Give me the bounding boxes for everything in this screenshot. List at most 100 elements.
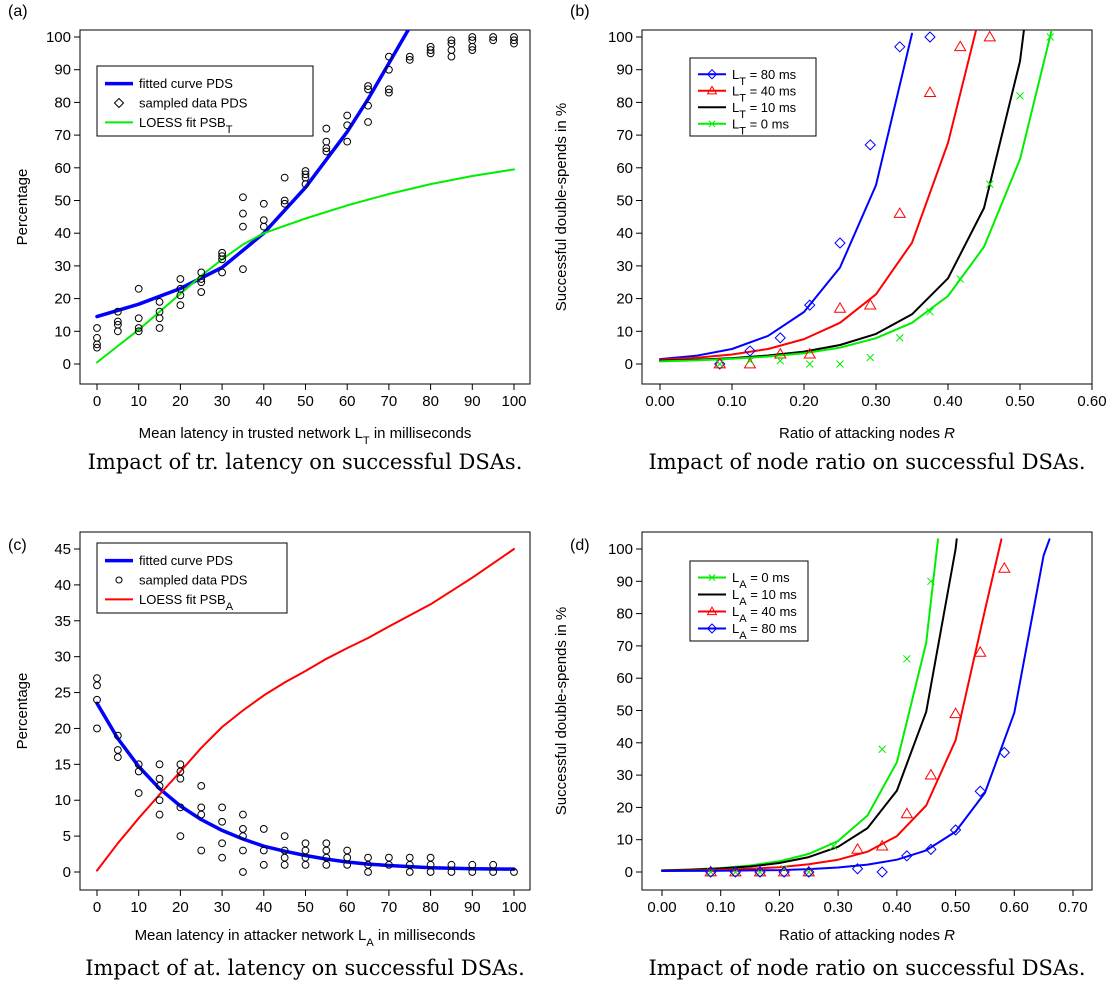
data-point bbox=[259, 846, 268, 855]
data-point bbox=[426, 853, 435, 862]
legend-label-subscript: A bbox=[739, 630, 747, 642]
legend-label-main: L bbox=[732, 604, 739, 619]
data-point bbox=[134, 284, 143, 293]
data-point bbox=[197, 278, 206, 287]
data-point bbox=[155, 297, 164, 306]
x-tick-label: 0 bbox=[93, 899, 101, 916]
x-tick-label: 0.10 bbox=[717, 393, 746, 410]
x-tick-label: 0.50 bbox=[941, 899, 970, 916]
x-tick-label: 20 bbox=[172, 393, 189, 410]
data-point bbox=[239, 868, 247, 876]
y-tick-label: 80 bbox=[616, 94, 633, 111]
data-point bbox=[729, 866, 742, 878]
legend-label-tail: = 40 ms bbox=[746, 83, 797, 98]
data-point bbox=[778, 866, 790, 878]
data-point bbox=[447, 860, 456, 869]
x-axis-label-main: Ratio of attacking nodes bbox=[779, 927, 944, 944]
data-point bbox=[218, 817, 227, 826]
x-tick-label: 60 bbox=[339, 899, 356, 916]
legend: fitted curve PDS sampled data PDS LOESS fi… bbox=[96, 65, 314, 137]
data-point bbox=[197, 781, 206, 790]
x-axis-label-main: Ratio of attacking nodes bbox=[779, 425, 944, 442]
data-point bbox=[364, 82, 372, 90]
data-point bbox=[715, 360, 724, 368]
data-point bbox=[385, 853, 393, 862]
data-point bbox=[805, 360, 814, 368]
data-point bbox=[239, 193, 247, 202]
legend-label-tail: = 0 ms bbox=[746, 116, 789, 131]
data-point bbox=[1016, 92, 1024, 100]
y-tick-label: 25 bbox=[54, 685, 71, 702]
data-point bbox=[113, 317, 122, 326]
legend-label-main: sampled data PDS bbox=[139, 573, 248, 588]
data-point bbox=[894, 41, 906, 53]
legend-label-main: L bbox=[732, 570, 739, 585]
data-point bbox=[155, 796, 164, 805]
data-point bbox=[364, 868, 372, 876]
legend-label: LT = 0 ms bbox=[732, 116, 789, 137]
legend-label-tail: = 80 ms bbox=[747, 621, 798, 636]
x-axis-label-subscript: T bbox=[363, 435, 370, 447]
data-point bbox=[343, 121, 352, 130]
data-point bbox=[468, 46, 477, 54]
y-axis-label-main: Successful double-spends in % bbox=[553, 103, 570, 311]
legend-label-subscript: T bbox=[739, 76, 746, 88]
data-point bbox=[155, 760, 164, 769]
data-point bbox=[836, 360, 844, 368]
data-point bbox=[176, 284, 185, 293]
data-point bbox=[176, 301, 185, 310]
y-tick-label: 30 bbox=[616, 258, 633, 275]
data-point bbox=[875, 839, 889, 851]
data-point bbox=[385, 52, 393, 61]
data-point bbox=[489, 33, 498, 41]
data-point bbox=[259, 825, 268, 833]
legend-label-main: fitted curve PDS bbox=[139, 553, 233, 568]
data-point bbox=[364, 118, 372, 126]
data-point bbox=[93, 695, 101, 704]
data-point bbox=[134, 314, 143, 323]
series-line bbox=[659, 30, 1053, 363]
data-point bbox=[973, 645, 987, 657]
legend-label-tail: = 0 ms bbox=[747, 570, 790, 585]
data-point bbox=[997, 561, 1011, 573]
legend-label-main: L bbox=[732, 116, 739, 131]
y-tick-label: 100 bbox=[608, 29, 633, 46]
legend-label: LT = 10 ms bbox=[732, 100, 797, 121]
data-point bbox=[113, 307, 122, 316]
data-point bbox=[155, 314, 164, 323]
data-point bbox=[134, 327, 143, 336]
y-tick-label: 15 bbox=[54, 756, 71, 773]
data-point bbox=[301, 846, 310, 855]
data-point bbox=[155, 810, 164, 819]
data-point bbox=[134, 760, 143, 769]
data-point bbox=[949, 824, 962, 836]
data-point bbox=[93, 724, 101, 733]
panel-label: (d) bbox=[570, 537, 590, 554]
chart-panel-1: (b) 0 10 20 30 40 50 60 70 80 90 100 0.00 0.10 0.20 0.3… bbox=[553, 3, 1107, 474]
legend-label-tail: = 40 ms bbox=[747, 604, 798, 619]
data-point bbox=[155, 774, 164, 783]
legend-label-subscript: T bbox=[739, 92, 746, 104]
x-axis-label-tail: in milliseconds bbox=[374, 927, 476, 944]
data-point bbox=[239, 846, 247, 855]
legend-label-tail: = 10 ms bbox=[747, 587, 798, 602]
figure-caption: Impact of tr. latency on successful DSAs… bbox=[88, 450, 523, 474]
data-point bbox=[489, 36, 498, 45]
data-point bbox=[239, 265, 247, 274]
x-axis-label-italic: R bbox=[944, 425, 955, 442]
data-point bbox=[322, 846, 331, 855]
x-tick-label: 0.60 bbox=[1077, 393, 1106, 410]
data-point bbox=[239, 209, 247, 218]
data-point bbox=[322, 124, 331, 133]
data-point bbox=[280, 846, 289, 855]
x-axis-label-tail: in milliseconds bbox=[370, 425, 472, 442]
data-point bbox=[280, 173, 289, 182]
plot-area bbox=[659, 30, 1055, 370]
data-point bbox=[155, 324, 164, 332]
x-axis-label-main: Mean latency in attacker network L bbox=[135, 927, 367, 944]
data-point bbox=[510, 36, 518, 45]
legend-marker bbox=[706, 606, 718, 616]
data-point bbox=[953, 40, 967, 52]
data-point bbox=[385, 85, 393, 94]
data-point bbox=[176, 803, 185, 812]
